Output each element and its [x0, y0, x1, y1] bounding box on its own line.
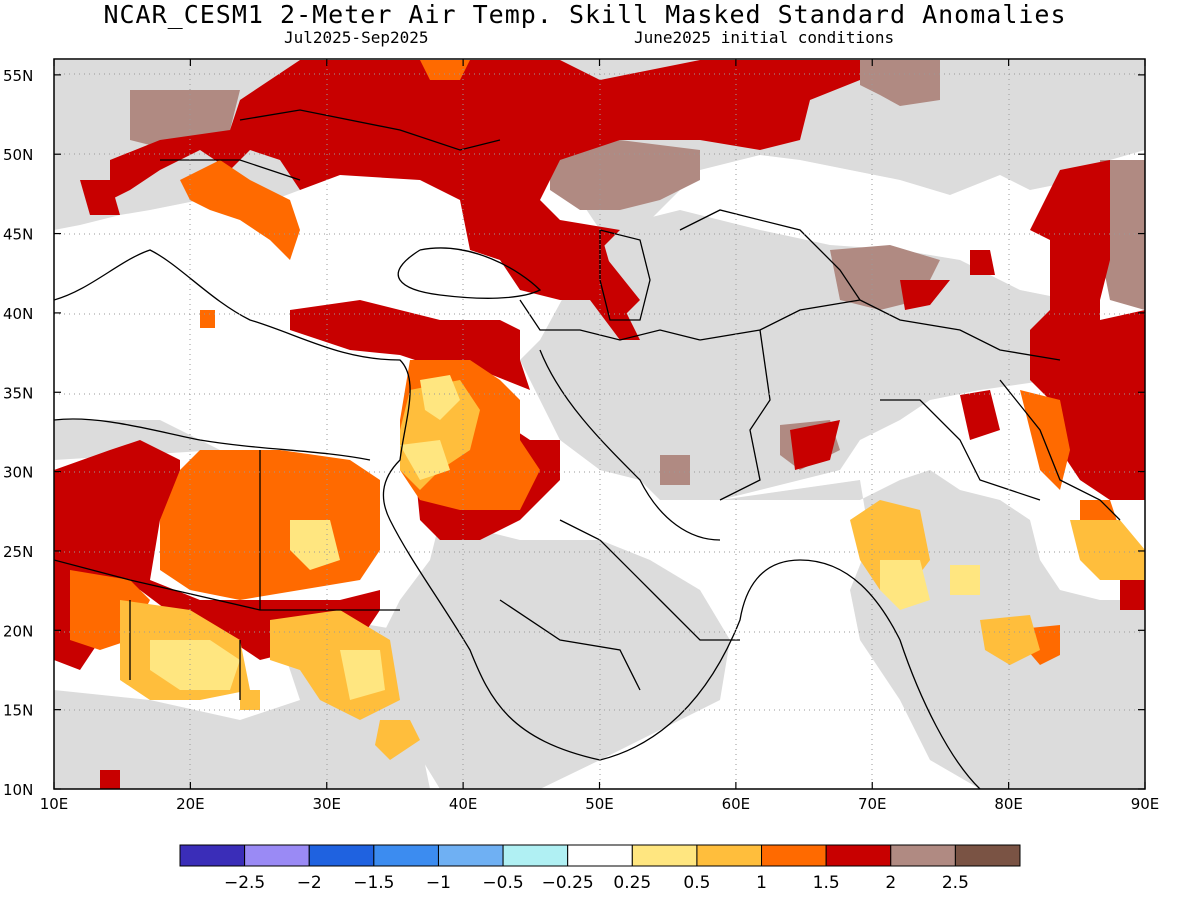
axis-ticks: 55N 50N 45N 40N 35N 30N 25N 20N 15N 10N 10E 20E 30E 4…	[3, 59, 1159, 813]
lon-label: 90E	[1131, 795, 1160, 813]
lat-label: 30N	[3, 464, 33, 482]
lat-label: 50N	[3, 146, 33, 164]
colorbar-label: −1	[426, 873, 451, 893]
colorbar-label: 0.25	[613, 873, 651, 893]
lon-label: 60E	[722, 795, 751, 813]
lat-label: 20N	[3, 622, 33, 640]
lat-label: 35N	[3, 384, 33, 402]
colorbar-swatch	[567, 844, 633, 867]
lon-label: 20E	[176, 795, 205, 813]
colorbar-swatch	[631, 844, 698, 867]
chart-title: NCAR_CESM1 2-Meter Air Temp. Skill Maske…	[103, 0, 1067, 29]
colorbar-swatch	[825, 844, 892, 867]
colorbar-swatch	[308, 844, 375, 867]
colorbar-label: −0.25	[542, 873, 594, 893]
colorbar-label: −2.5	[224, 873, 265, 893]
lon-label: 30E	[312, 795, 341, 813]
map-field	[54, 59, 1145, 789]
colorbar-label: 2.5	[942, 873, 969, 893]
colorbar-swatch	[890, 844, 956, 867]
lat-label: 40N	[3, 305, 33, 323]
lon-label: 10E	[40, 795, 69, 813]
colorbar-label: −1.5	[353, 873, 394, 893]
lat-label: 45N	[3, 226, 33, 244]
grid-lines	[54, 59, 1145, 789]
lat-label: 15N	[3, 702, 33, 720]
lat-label: 55N	[3, 67, 33, 85]
lat-label: 25N	[3, 543, 33, 561]
initial-conditions: June2025 initial conditions	[634, 28, 895, 47]
colorbar-swatch	[761, 844, 827, 867]
lon-label: 70E	[858, 795, 887, 813]
colorbar-swatch	[696, 844, 763, 867]
colorbar-swatch	[437, 844, 504, 867]
colorbar-label: 2	[885, 873, 896, 893]
colorbar: −2.5 −2 −1.5 −1 −0.5 −0.25 0.25 0.5 1 1.5 2 2.5	[179, 844, 1021, 893]
colorbar-label: 1.5	[813, 873, 840, 893]
colorbar-label: 0.5	[683, 873, 710, 893]
anomaly-0.25-to-0.5	[150, 375, 980, 700]
colorbar-swatch	[179, 844, 246, 867]
lon-label: 50E	[585, 795, 614, 813]
lat-label: 10N	[3, 781, 33, 799]
coastlines-and-borders	[54, 109, 1121, 789]
colorbar-swatch	[502, 844, 569, 867]
colorbar-label: −2	[297, 873, 322, 893]
colorbar-swatch	[954, 844, 1021, 867]
lon-label: 80E	[994, 795, 1023, 813]
forecast-period: Jul2025-Sep2025	[284, 28, 429, 47]
colorbar-label: −0.5	[482, 873, 523, 893]
colorbar-swatch	[244, 844, 310, 867]
lon-label: 40E	[449, 795, 478, 813]
colorbar-swatch	[373, 844, 439, 867]
colorbar-label: 1	[756, 873, 767, 893]
